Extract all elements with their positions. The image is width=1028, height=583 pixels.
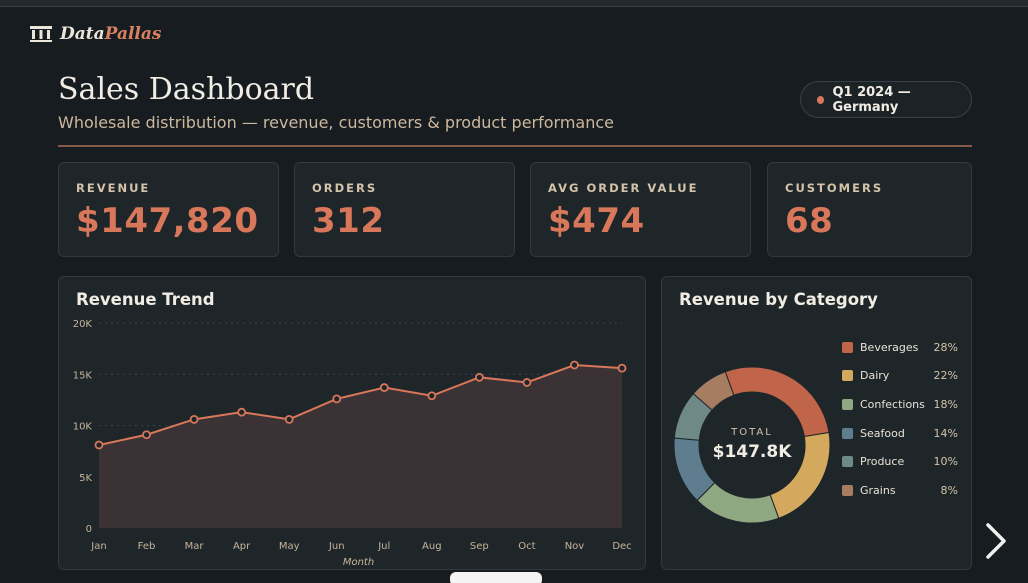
x-tick-label: Dec — [612, 541, 631, 552]
legend-percent: 14% — [933, 426, 958, 440]
legend-percent: 18% — [933, 397, 958, 411]
legend-percent: 22% — [933, 369, 958, 383]
legend-item-beverages: Beverages 28% — [842, 333, 958, 362]
legend-item-dairy: Dairy 22% — [842, 362, 958, 391]
x-tick-label: Nov — [565, 541, 585, 552]
y-tick-label: 0 — [86, 524, 92, 535]
legend-item-produce: Produce 10% — [842, 447, 958, 476]
legend-label: Dairy — [860, 369, 890, 383]
legend-swatch — [842, 398, 853, 410]
legend-item-grains: Grains 8% — [842, 476, 958, 505]
data-point[interactable] — [522, 378, 532, 387]
x-tick-label: Sep — [470, 541, 489, 552]
header-divider — [58, 145, 972, 147]
data-point[interactable] — [332, 394, 342, 404]
kpi-value: $474 — [548, 201, 645, 241]
x-tick-label: Aug — [422, 541, 442, 552]
x-tick-label: Feb — [138, 541, 156, 552]
data-point[interactable] — [379, 383, 389, 392]
legend-percent: 8% — [940, 483, 958, 497]
x-tick-label: Jan — [90, 541, 106, 552]
period-filter-label: Q1 2024 — Germany — [832, 84, 911, 115]
legend-swatch — [842, 370, 853, 382]
kpi-card-orders: ORDERS 312 — [294, 162, 515, 257]
kpi-card-avg-order-value: AVG ORDER VALUE $474 — [530, 162, 751, 257]
next-slide-icon[interactable] — [984, 522, 1008, 560]
legend-swatch — [842, 484, 853, 496]
kpi-card-customers: CUSTOMERS 68 — [767, 162, 972, 257]
brand-name: DataPallas — [60, 24, 162, 44]
x-tick-label: Jul — [377, 541, 390, 552]
revenue-line — [98, 364, 623, 446]
kpi-value: 68 — [785, 201, 834, 241]
legend-percent: 10% — [933, 455, 958, 469]
y-tick-label: 5K — [79, 473, 92, 484]
page-title: Sales Dashboard — [58, 72, 315, 107]
kpi-label: ORDERS — [312, 181, 378, 195]
data-point[interactable] — [570, 360, 579, 370]
data-point[interactable] — [142, 430, 151, 440]
data-point[interactable] — [189, 414, 199, 424]
legend-swatch — [842, 456, 853, 468]
x-axis-title: Month — [343, 557, 374, 568]
data-point[interactable] — [94, 440, 104, 450]
columns-icon — [30, 26, 52, 42]
kpi-label: REVENUE — [76, 181, 151, 195]
x-tick-label: Apr — [233, 541, 251, 552]
revenue-category-title: Revenue by Category — [679, 290, 878, 309]
legend-label: Seafood — [860, 426, 905, 440]
y-tick-label: 20K — [73, 319, 93, 330]
brand-logo: DataPallas — [30, 24, 161, 44]
revenue-category-panel: Revenue by Category TOTAL $147.8K Bevera… — [661, 276, 972, 570]
legend-label: Confections — [860, 397, 925, 411]
data-point[interactable] — [474, 372, 484, 382]
status-dot-icon — [817, 95, 825, 104]
x-tick-label: Jun — [328, 541, 345, 552]
y-tick-label: 15K — [73, 370, 93, 381]
data-point[interactable] — [427, 391, 437, 401]
revenue-trend-title: Revenue Trend — [76, 290, 215, 309]
legend-percent: 28% — [933, 340, 958, 354]
legend-label: Beverages — [860, 340, 919, 354]
kpi-value: $147,820 — [76, 201, 259, 241]
revenue-trend-panel: Revenue Trend 0 5K 10K 15K 20K Jan Feb Mar Apr Ma… — [58, 276, 646, 570]
kpi-label: CUSTOMERS — [785, 181, 884, 195]
revenue-area — [99, 365, 622, 528]
x-tick-label: May — [279, 541, 300, 552]
revenue-trend-chart: 0 5K 10K 15K 20K Jan Feb Mar Apr May Jun Jul Aug Sep O… — [73, 319, 632, 568]
donut-total-label: TOTAL — [731, 427, 773, 438]
legend-item-confections: Confections 18% — [842, 390, 958, 419]
page-subtitle: Wholesale distribution — revenue, custom… — [58, 113, 615, 132]
x-tick-label: Mar — [185, 541, 205, 552]
legend-label: Grains — [860, 483, 896, 497]
legend-item-seafood: Seafood 14% — [842, 419, 958, 448]
data-point[interactable] — [617, 363, 627, 373]
y-tick-label: 10K — [73, 422, 93, 433]
donut-center: TOTAL $147.8K — [676, 427, 828, 462]
kpi-value: 312 — [312, 201, 385, 241]
category-legend: Beverages 28% Dairy 22% Confections 18% Seafoo… — [842, 333, 958, 505]
legend-swatch — [842, 341, 853, 353]
data-point[interactable] — [237, 407, 247, 417]
x-tick-label: Oct — [518, 541, 535, 552]
legend-swatch — [842, 427, 853, 439]
revenue-category-donut — [673, 366, 831, 524]
kpi-card-revenue: REVENUE $147,820 — [58, 162, 279, 257]
legend-label: Produce — [860, 455, 905, 469]
donut-total-value: $147.8K — [712, 442, 792, 462]
scroll-handle[interactable] — [450, 572, 542, 583]
kpi-label: AVG ORDER VALUE — [548, 181, 699, 195]
donut-slice-grains[interactable] — [692, 371, 735, 411]
data-point[interactable] — [284, 414, 294, 424]
period-filter[interactable]: Q1 2024 — Germany — [800, 81, 972, 118]
